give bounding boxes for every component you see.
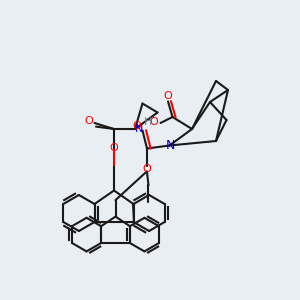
Text: N: N (165, 139, 175, 152)
Text: O: O (85, 116, 94, 126)
Text: H: H (144, 117, 152, 127)
Text: O: O (149, 117, 158, 127)
Text: O: O (133, 121, 142, 131)
Text: O: O (110, 143, 118, 154)
Text: O: O (164, 91, 172, 101)
Text: O: O (142, 164, 152, 175)
Text: N: N (134, 124, 143, 134)
